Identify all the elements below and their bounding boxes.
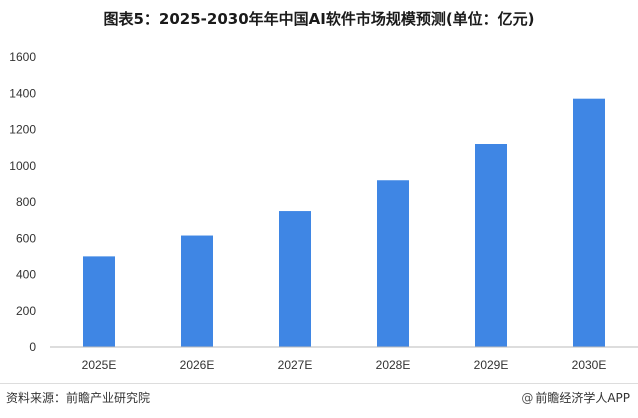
bars bbox=[83, 98, 605, 347]
y-tick-label: 200 bbox=[16, 304, 36, 318]
bar-chart: 0 200 400 600 800 1000 1200 1400 1600 2025E 2026E… bbox=[9, 50, 638, 372]
y-tick-label: 600 bbox=[16, 231, 36, 245]
y-tick-label: 1600 bbox=[9, 50, 36, 64]
y-tick-label: 1200 bbox=[9, 123, 36, 137]
footer-divider bbox=[0, 383, 638, 384]
x-axis-ticks: 2025E 2026E 2027E 2028E 2029E 2030E bbox=[82, 358, 607, 372]
bar-2028E bbox=[377, 180, 409, 347]
x-tick-label: 2025E bbox=[82, 358, 117, 372]
x-tick-label: 2030E bbox=[572, 358, 607, 372]
bar-2027E bbox=[279, 211, 311, 347]
y-tick-label: 800 bbox=[16, 195, 36, 209]
x-tick-label: 2029E bbox=[474, 358, 509, 372]
bar-2026E bbox=[181, 235, 213, 347]
brand-credit: @ 前瞻经济学人APP bbox=[521, 389, 630, 406]
x-tick-label: 2027E bbox=[278, 358, 313, 372]
at-sign-icon: @ bbox=[521, 391, 534, 405]
bar-2030E bbox=[573, 98, 605, 347]
x-tick-label: 2026E bbox=[180, 358, 215, 372]
y-axis-ticks: 0 200 400 600 800 1000 1200 1400 1600 bbox=[9, 50, 36, 354]
y-tick-label: 400 bbox=[16, 268, 36, 282]
bar-2029E bbox=[475, 144, 507, 347]
x-tick-label: 2028E bbox=[376, 358, 411, 372]
source-note: 资料来源：前瞻产业研究院 bbox=[6, 391, 151, 405]
bar-2025E bbox=[83, 256, 115, 347]
y-tick-label: 1000 bbox=[9, 159, 36, 173]
chart-title: 图表5：2025-2030年年中国AI软件市场规模预测(单位：亿元) bbox=[103, 10, 535, 28]
y-tick-label: 0 bbox=[29, 340, 36, 354]
brand-text: 前瞻经济学人APP bbox=[535, 391, 630, 405]
y-tick-label: 1400 bbox=[9, 86, 36, 100]
